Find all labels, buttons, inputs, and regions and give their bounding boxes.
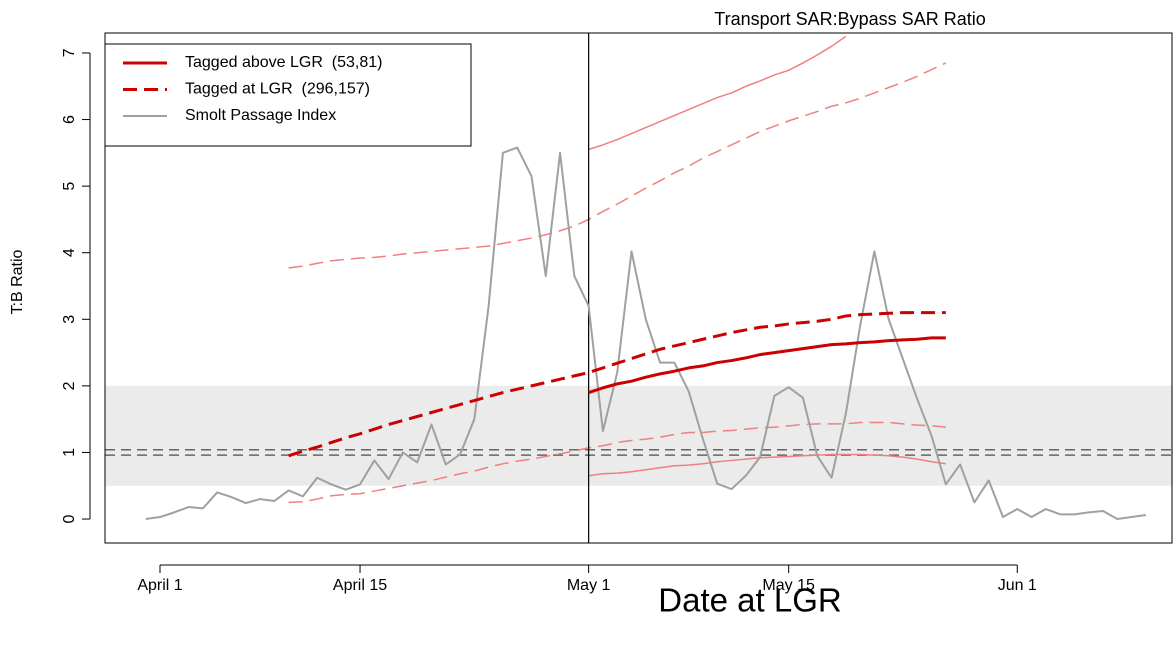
y-tick-label: 2 xyxy=(61,381,78,390)
line xyxy=(288,62,947,269)
y-axis-title: T:B Ratio xyxy=(9,249,26,314)
line xyxy=(588,35,847,151)
plot-frame xyxy=(104,32,1173,544)
legend-label: Smolt Passage Index xyxy=(185,107,336,124)
y-tick-label: 1 xyxy=(61,448,78,457)
y-tick-label: 4 xyxy=(61,248,78,257)
x-tick-label: Jun 1 xyxy=(998,577,1037,594)
y-tick-label: 5 xyxy=(61,182,78,191)
shade-band xyxy=(105,385,1173,486)
y-tick-label: 6 xyxy=(61,115,78,124)
plot-area xyxy=(105,33,1173,543)
legend-label: Tagged at LGR (296,157) xyxy=(185,81,370,98)
line xyxy=(288,311,946,458)
line xyxy=(588,453,946,477)
legend-label: Tagged above LGR (53,81) xyxy=(185,54,382,71)
x-tick-label: May 15 xyxy=(762,577,815,594)
chart-title: Transport SAR:Bypass SAR Ratio xyxy=(714,9,985,29)
x-tick-label: April 15 xyxy=(333,577,387,594)
line xyxy=(145,146,1146,521)
legend-box xyxy=(104,43,472,147)
x-axis-title: Date at LGR xyxy=(658,582,841,619)
y-tick-label: 7 xyxy=(61,48,78,57)
line xyxy=(588,336,946,394)
axes: 0 1 2 3 4 5 6 7 April 1 April 15 May 1 May 15 Jun 1 xyxy=(61,48,1037,594)
line xyxy=(288,421,946,504)
legend: Tagged above LGR (53,81) Tagged at LGR (2… xyxy=(104,43,472,147)
x-tick-label: April 1 xyxy=(137,577,182,594)
y-tick-label: 0 xyxy=(61,514,78,523)
x-tick-label: May 1 xyxy=(567,577,611,594)
y-tick-label: 3 xyxy=(61,315,78,324)
